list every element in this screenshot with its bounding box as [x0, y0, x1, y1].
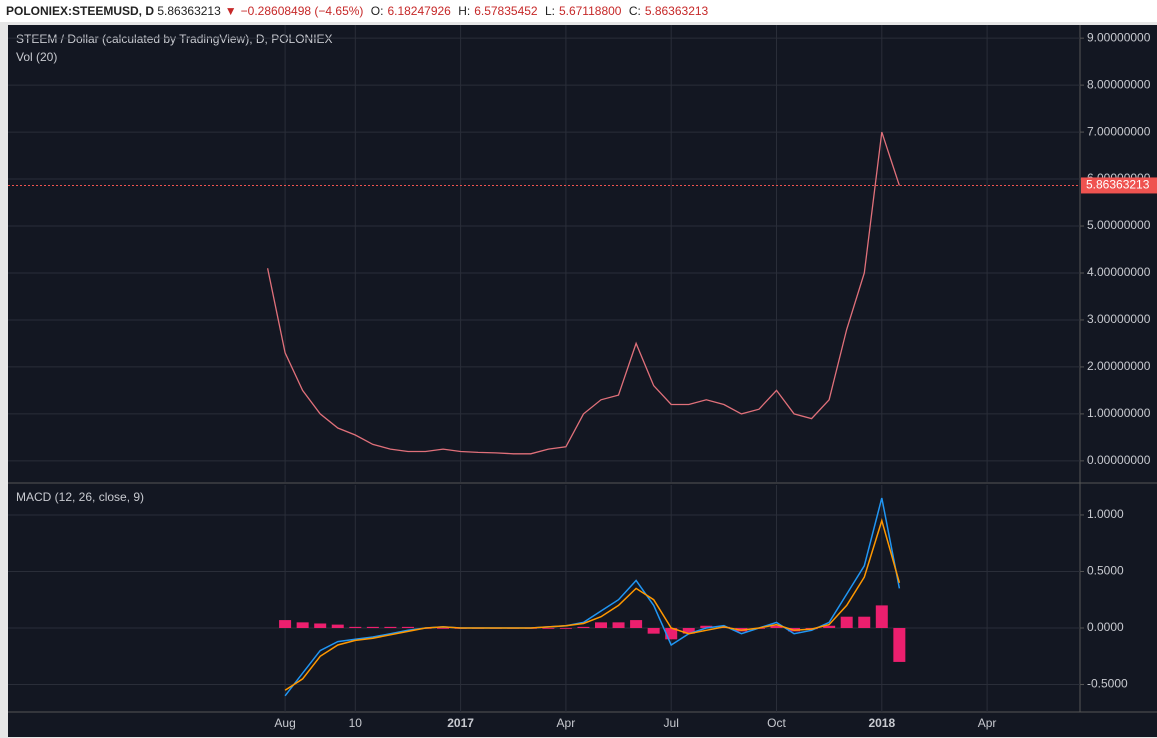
histogram-bar [577, 626, 590, 629]
y-tick-label: 8.00000000 [1087, 77, 1151, 91]
y-tick-label: 2.00000000 [1087, 359, 1151, 373]
price-line [266, 131, 901, 455]
histogram-bar [296, 622, 309, 629]
histogram-bar [630, 620, 643, 629]
x-tick-label: Apr [978, 716, 997, 730]
histogram-bar [559, 628, 572, 629]
histogram-bar [700, 625, 713, 629]
macd-line [284, 497, 901, 697]
x-tick-label: 2018 [868, 716, 895, 730]
volume-label: Vol (20) [16, 50, 57, 64]
chart: STEEM / Dollar (calculated by TradingVie… [0, 22, 1157, 738]
histogram-bar [823, 625, 836, 629]
y-tick-label: 0.00000000 [1087, 453, 1151, 467]
last-price-box [1081, 177, 1157, 194]
x-tick-label: 10 [349, 716, 363, 730]
histogram-bar [349, 626, 362, 629]
high: 6.57835452 [474, 4, 538, 18]
x-tick-label: Aug [274, 716, 295, 730]
y-tick-label: 4.00000000 [1087, 265, 1151, 279]
histogram-bar [331, 624, 344, 629]
close-label: C: [628, 4, 641, 18]
histogram-bar [595, 622, 607, 629]
y-tick-label: 1.0000 [1087, 507, 1124, 521]
last-price-label: 5.86363213 [1086, 178, 1150, 192]
histogram-bar [770, 625, 783, 629]
y-tick-label: 0.0000 [1087, 620, 1124, 634]
histogram-bar [314, 623, 327, 629]
histogram-bar [665, 628, 678, 640]
y-tick-label: 3.00000000 [1087, 312, 1151, 326]
x-tick-label: Jul [664, 716, 679, 730]
chart-background [8, 25, 1157, 737]
x-tick-label: Apr [557, 716, 576, 730]
histogram-bar [682, 628, 695, 634]
low: 5.67118800 [558, 4, 622, 18]
arrow: ▼ [224, 4, 237, 18]
histogram-bar [366, 626, 379, 629]
low-label: L: [544, 4, 555, 18]
histogram-bar [384, 626, 397, 629]
symbol: POLONIEX:STEEMUSD, D [6, 4, 155, 18]
histogram-bar [893, 628, 906, 662]
histogram-bar [647, 628, 660, 634]
header: POLONIEX:STEEMUSD, D 5.86363213 ▼ −0.28608… [0, 0, 1157, 22]
histogram-bar [279, 620, 292, 629]
x-tick-label: Oct [767, 716, 786, 730]
histogram-bar [542, 628, 555, 629]
macd-line [284, 517, 901, 691]
y-tick-label: -0.5000 [1087, 677, 1128, 691]
histogram-bar [437, 628, 450, 629]
y-tick-label: 7.00000000 [1087, 124, 1151, 138]
open: 6.18247926 [387, 4, 451, 18]
histogram-bar [840, 616, 853, 629]
y-tick-label: 0.5000 [1087, 564, 1124, 578]
open-label: O: [370, 4, 384, 18]
histogram-bar [612, 622, 625, 629]
price-pane-title: STEEM / Dollar (calculated by TradingVie… [16, 32, 333, 46]
high-label: H: [458, 4, 471, 18]
histogram-bar [875, 605, 888, 629]
y-tick-label: 9.00000000 [1087, 30, 1151, 44]
close: 5.86363213 [644, 4, 709, 18]
histogram-bar [401, 626, 414, 629]
macd-title: MACD (12, 26, close, 9) [16, 490, 144, 504]
y-tick-label: 5.00000000 [1087, 218, 1151, 232]
histogram-bar [858, 616, 871, 629]
y-tick-label: 1.00000000 [1087, 406, 1151, 420]
last: 5.86363213 [157, 4, 221, 18]
change: −0.28608498 (−4.65%) [240, 4, 364, 18]
x-tick-label: 2017 [447, 716, 474, 730]
